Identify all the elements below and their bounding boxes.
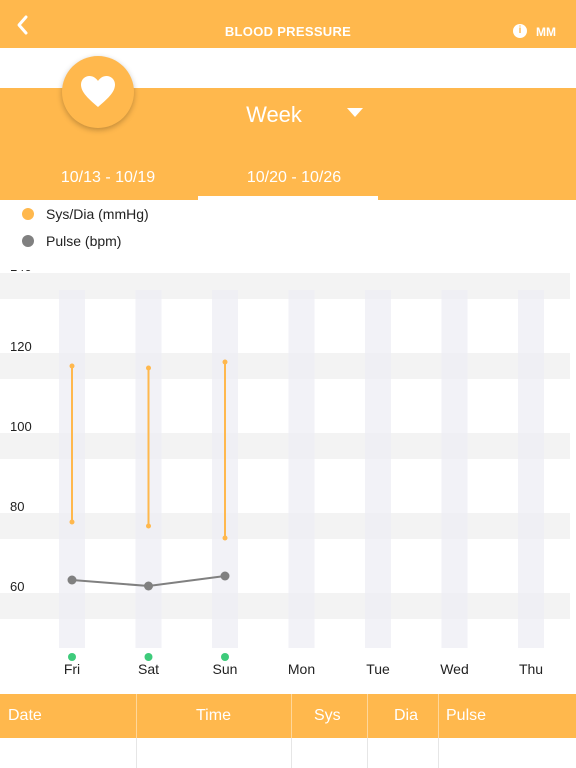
heart-icon <box>81 76 115 107</box>
x-tick-label: Thu <box>519 661 543 677</box>
systolic-point <box>222 359 228 365</box>
grid-band <box>0 273 570 299</box>
tab-week-current[interactable]: 10/20 - 10/26 <box>246 169 342 186</box>
app-header: BLOOD PRESSURE i MM <box>0 0 576 48</box>
chevron-left-icon[interactable] <box>10 12 36 38</box>
caret-down-icon[interactable] <box>347 108 363 117</box>
table-column-divider <box>136 738 137 768</box>
table-column-divider <box>438 738 439 768</box>
table-column-divider <box>291 738 292 768</box>
record-marker <box>221 653 229 661</box>
column-date[interactable]: Date <box>8 707 42 724</box>
x-tick-label: Mon <box>288 661 315 677</box>
systolic-point <box>146 365 151 371</box>
info-icon-glyph: i <box>518 25 522 36</box>
grid-band <box>0 513 570 539</box>
x-tick-label: Sat <box>138 661 159 677</box>
column-time[interactable]: Time <box>196 707 231 724</box>
unit-toggle[interactable]: MM <box>536 25 556 39</box>
y-tick-label: 140 <box>10 270 32 274</box>
grid-band <box>0 593 570 619</box>
diastolic-point <box>146 523 151 529</box>
record-marker <box>68 653 76 661</box>
column-divider <box>136 694 137 738</box>
heart-button[interactable] <box>62 56 134 128</box>
diastolic-point <box>69 519 75 525</box>
pulse-point <box>67 575 77 585</box>
x-tick-label: Sun <box>213 661 238 677</box>
systolic-point <box>69 363 75 369</box>
grid-band <box>0 433 570 459</box>
pulse-point <box>144 581 153 591</box>
y-tick-label: 100 <box>10 419 32 434</box>
pulse-point <box>220 571 230 581</box>
tab-selected-indicator <box>198 196 378 200</box>
x-tick-label: Wed <box>440 661 469 677</box>
records-table-header: Date Time Sys Dia Pulse <box>0 694 576 738</box>
x-tick-label: Fri <box>64 661 80 677</box>
table-column-divider <box>367 738 368 768</box>
column-sys[interactable]: Sys <box>314 707 341 724</box>
legend-sys-dia-label: Sys/Dia (mmHg) <box>46 206 149 222</box>
column-dia[interactable]: Dia <box>394 707 419 724</box>
legend-sys-dia-swatch <box>22 208 34 220</box>
legend-pulse-swatch <box>22 235 34 247</box>
blood-pressure-chart: 140 120 100 80 60 Fri Sat Sun Mon Tue Wed Thu <box>0 270 570 677</box>
y-tick-label: 120 <box>10 339 32 354</box>
column-divider <box>367 694 368 738</box>
x-tick-label: Tue <box>366 661 390 677</box>
column-divider <box>291 694 292 738</box>
record-marker <box>144 653 153 661</box>
column-band <box>518 290 544 648</box>
column-band <box>441 290 468 648</box>
period-label[interactable]: Week <box>246 102 302 127</box>
column-band <box>365 290 391 648</box>
grid-band <box>0 353 570 379</box>
y-tick-label: 60 <box>10 579 24 594</box>
column-divider <box>438 694 439 738</box>
column-pulse[interactable]: Pulse <box>446 707 487 724</box>
column-band <box>288 290 315 648</box>
info-icon[interactable]: i <box>513 24 527 38</box>
y-tick-label: 80 <box>10 499 24 514</box>
diastolic-point <box>222 535 228 541</box>
tab-week-prev[interactable]: 10/13 - 10/19 <box>60 169 156 186</box>
page-title: BLOOD PRESSURE <box>224 24 352 39</box>
legend-pulse-label: Pulse (bpm) <box>46 233 122 249</box>
